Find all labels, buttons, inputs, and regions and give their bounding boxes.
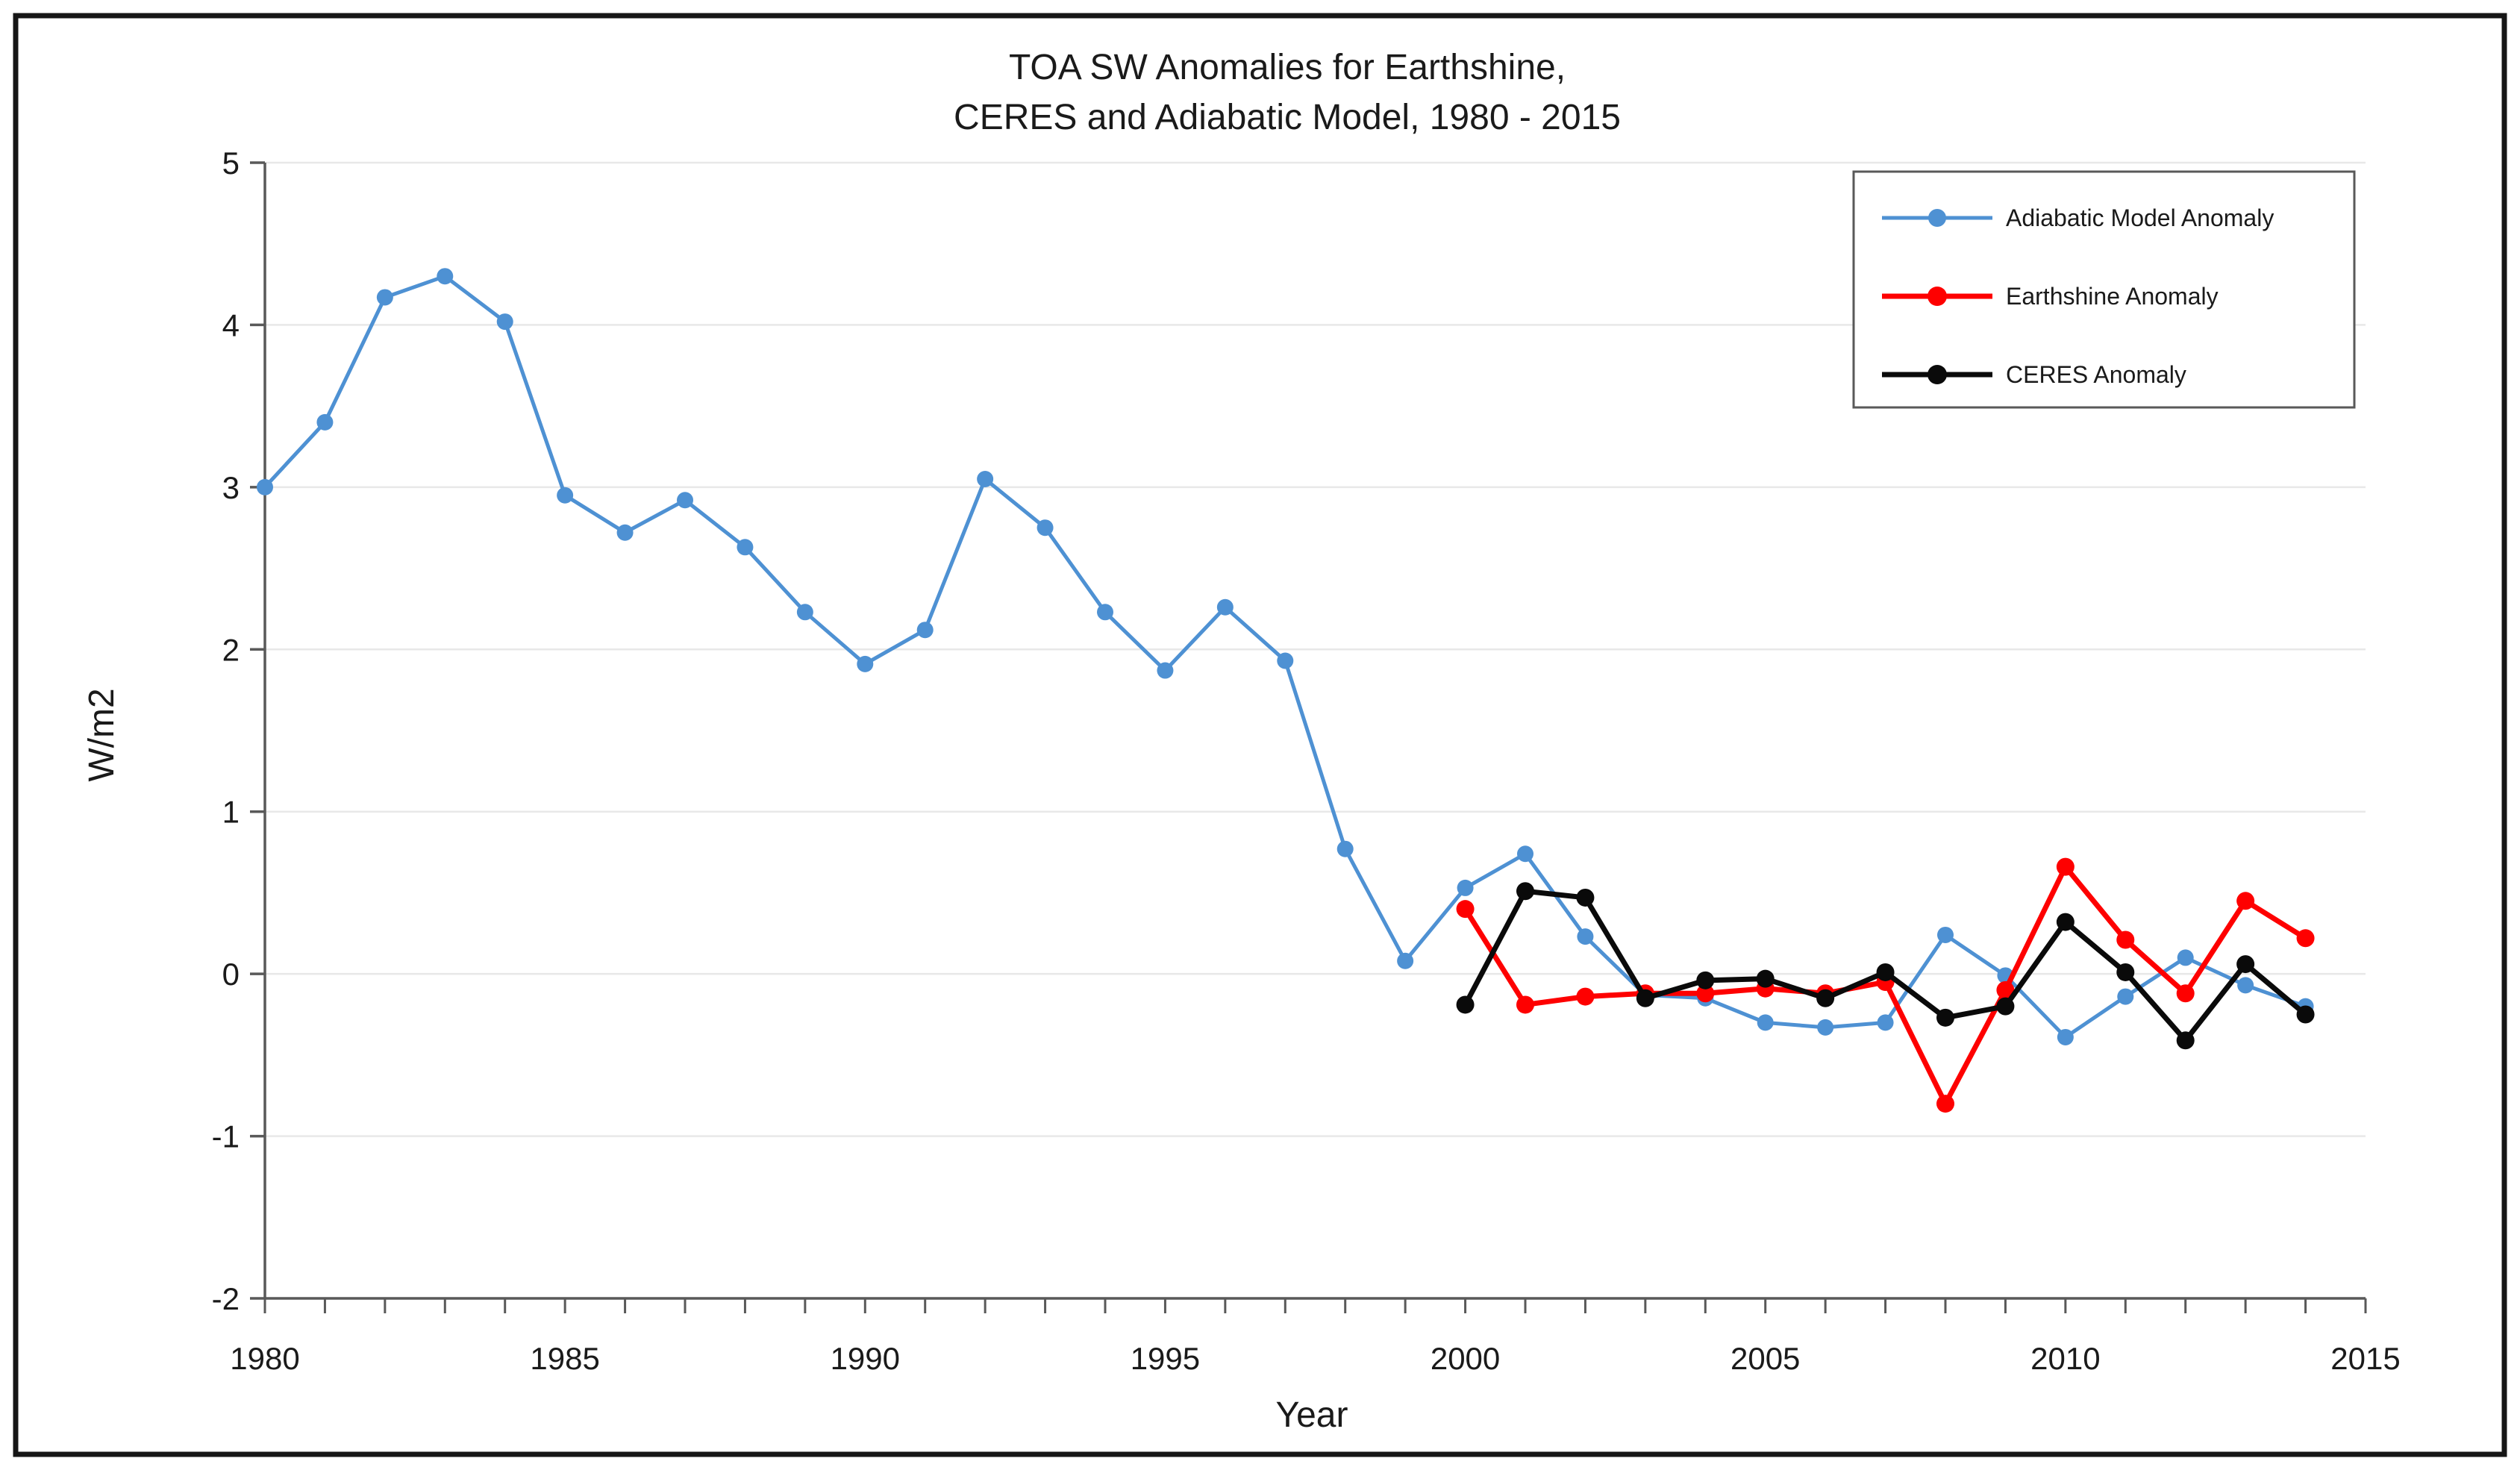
- data-point-1-2010: [2056, 857, 2075, 876]
- data-point-0-1986: [616, 524, 634, 541]
- data-point-0-2006: [1817, 1019, 1834, 1036]
- data-point-2-2012: [2176, 1031, 2195, 1050]
- data-point-1-2002: [1576, 987, 1595, 1006]
- data-point-0-1997: [1277, 652, 1294, 669]
- data-point-2-2014: [2296, 1005, 2315, 1024]
- data-point-1-2008: [1936, 1095, 1954, 1113]
- data-point-0-1989: [796, 604, 813, 621]
- data-point-0-2008: [1937, 926, 1954, 943]
- data-point-0-1980: [257, 478, 273, 495]
- data-point-0-1991: [916, 622, 934, 639]
- data-point-2-2002: [1576, 888, 1595, 907]
- data-point-0-1983: [437, 268, 454, 285]
- x-tick-label-2015: 2015: [2330, 1341, 2400, 1376]
- legend-entry-label-2: CERES Anomaly: [2006, 361, 2186, 388]
- legend-entry-0: Adiabatic Model Anomaly: [1882, 204, 2274, 231]
- data-point-0-2010: [2057, 1028, 2074, 1045]
- data-point-0-1992: [977, 470, 994, 487]
- data-point-0-1994: [1097, 604, 1113, 621]
- data-point-0-1987: [677, 492, 693, 509]
- data-series: [257, 268, 2315, 1113]
- y-tick-label--1: -1: [212, 1119, 240, 1154]
- data-point-1-2013: [2236, 892, 2255, 910]
- data-point-2-2008: [1936, 1008, 1954, 1027]
- data-point-1-2000: [1456, 900, 1475, 919]
- x-tick-label-2000: 2000: [1431, 1341, 1500, 1376]
- x-tick-label-1995: 1995: [1131, 1341, 1200, 1376]
- data-point-0-1985: [557, 487, 574, 504]
- data-point-2-2013: [2236, 955, 2255, 974]
- data-point-1-2004: [1696, 984, 1715, 1003]
- data-point-0-1990: [857, 655, 874, 672]
- x-tick-label-1980: 1980: [230, 1341, 299, 1376]
- data-point-0-1981: [316, 413, 334, 431]
- x-tick-label-1990: 1990: [831, 1341, 900, 1376]
- data-point-0-1982: [376, 289, 393, 306]
- data-point-0-2007: [1877, 1014, 1894, 1031]
- data-point-2-2010: [2056, 913, 2075, 931]
- data-point-0-2001: [1517, 845, 1533, 863]
- y-tick-label-1: 1: [222, 795, 240, 830]
- legend: Adiabatic Model Anomaly Earthshine Anomal…: [1852, 170, 2356, 409]
- data-point-0-2013: [2237, 977, 2254, 994]
- legend-swatch-marker-1: [1927, 287, 1947, 306]
- y-tick-label--2: -2: [212, 1281, 240, 1316]
- data-point-2-2009: [1996, 997, 2015, 1016]
- y-axis-title: W/m2: [82, 688, 122, 781]
- y-tick-label-3: 3: [222, 470, 240, 505]
- data-point-1-2012: [2176, 984, 2195, 1003]
- data-point-1-2009: [1996, 980, 2015, 999]
- data-point-2-2007: [1876, 963, 1895, 981]
- axes: [263, 163, 2366, 1300]
- data-point-0-1995: [1157, 662, 1174, 679]
- image-border: [13, 13, 2507, 1457]
- data-point-0-1996: [1216, 598, 1234, 616]
- x-axis-title: Year: [1276, 1395, 1348, 1435]
- y-tick-label-0: 0: [222, 957, 240, 992]
- data-point-2-2003: [1636, 989, 1654, 1007]
- tick-labels: 5 4 3 2 1 0 -1 -2 1980 1985 1990 1995 2000 2005 2010 20…: [212, 146, 2401, 1376]
- legend-entry-1: Earthshine Anomaly: [1882, 283, 2219, 310]
- data-point-0-2011: [2117, 988, 2134, 1005]
- y-tick-label-2: 2: [222, 632, 240, 667]
- series-2: [1456, 882, 2315, 1050]
- data-point-0-1988: [737, 539, 754, 556]
- legend-entry-2: CERES Anomaly: [1882, 361, 2186, 388]
- data-point-2-2005: [1756, 969, 1775, 988]
- legend-swatch-marker-2: [1927, 365, 1947, 384]
- chart-title-line1: TOA SW Anomalies for Earthshine,: [1009, 48, 1566, 87]
- x-tick-label-1985: 1985: [530, 1341, 599, 1376]
- data-point-1-2014: [2296, 929, 2315, 948]
- data-point-0-1993: [1037, 519, 1054, 537]
- x-tick-label-2005: 2005: [1730, 1341, 1800, 1376]
- series-0: [257, 268, 2314, 1045]
- chart-title-line2: CERES and Adiabatic Model, 1980 - 2015: [954, 98, 1621, 137]
- data-point-2-2004: [1696, 971, 1715, 989]
- data-point-0-1998: [1336, 840, 1354, 857]
- series-1: [1456, 857, 2315, 1113]
- data-point-0-1984: [496, 313, 513, 331]
- legend-entry-label-1: Earthshine Anomaly: [2006, 283, 2219, 310]
- y-tick-label-4: 4: [222, 307, 240, 343]
- data-point-2-2006: [1816, 989, 1835, 1007]
- data-point-0-1999: [1397, 952, 1414, 969]
- legend-swatch-marker-0: [1928, 209, 1946, 227]
- data-point-1-2011: [2116, 931, 2135, 949]
- data-point-2-2000: [1456, 995, 1475, 1014]
- legend-rows: Adiabatic Model Anomaly Earthshine Anomal…: [1882, 204, 2274, 388]
- data-point-1-2001: [1516, 995, 1534, 1014]
- data-point-2-2011: [2116, 963, 2135, 981]
- data-point-0-2012: [2177, 949, 2194, 966]
- data-point-0-2000: [1457, 879, 1474, 896]
- data-point-0-2002: [1577, 928, 1594, 945]
- y-tick-label-5: 5: [222, 146, 240, 181]
- data-point-0-2005: [1757, 1014, 1774, 1031]
- data-point-2-2001: [1516, 882, 1534, 901]
- x-tick-label-2010: 2010: [2030, 1341, 2100, 1376]
- legend-entry-label-0: Adiabatic Model Anomaly: [2006, 204, 2274, 231]
